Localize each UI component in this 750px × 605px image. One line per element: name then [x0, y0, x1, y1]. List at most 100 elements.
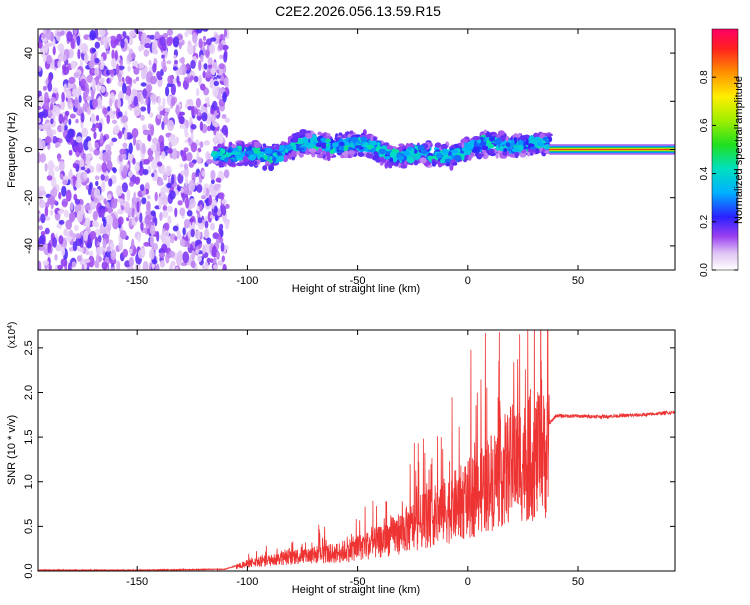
heatmap-cell	[195, 108, 199, 115]
heatmap-cell	[224, 117, 230, 123]
heatmap-cell	[67, 262, 72, 270]
heatmap-cell	[138, 45, 142, 52]
heatmap-cell	[62, 54, 67, 62]
heatmap-cell	[204, 229, 209, 239]
heatmap-cell	[163, 222, 170, 231]
heatmap-cell	[38, 95, 45, 106]
heatmap-cell	[171, 148, 178, 160]
heatmap-cell	[81, 43, 88, 54]
heatmap-cell	[269, 156, 273, 160]
heatmap-cell	[144, 215, 151, 225]
heatmap-cell	[133, 135, 136, 146]
heatmap-cell	[142, 261, 149, 270]
spectrogram-heatmap	[38, 29, 675, 270]
heatmap-cell	[161, 54, 165, 59]
heatmap-cell	[150, 75, 158, 85]
heatmap-cell	[46, 175, 53, 181]
y-tick-label: 0.5	[23, 519, 35, 534]
heatmap-cell	[131, 127, 139, 138]
heatmap-cell	[72, 88, 79, 98]
colorbar-label: Normalized spectral amplitude	[733, 76, 745, 224]
heatmap-cell	[218, 63, 225, 70]
colorbar: 0.0 0.2 0.4 0.6 0.8 Normalized spectral ampl…	[699, 28, 745, 277]
heatmap-cell	[143, 241, 151, 247]
heatmap-cell	[69, 229, 74, 237]
heatmap-cell	[47, 82, 53, 92]
heatmap-cell	[150, 144, 157, 152]
heatmap-cell	[90, 115, 97, 124]
heatmap-cell	[144, 43, 152, 49]
heatmap-cell	[205, 49, 210, 59]
heatmap-cell	[41, 33, 46, 39]
heatmap-cell	[200, 83, 206, 91]
heatmap-cell	[223, 52, 228, 63]
heatmap-cell	[38, 41, 43, 49]
heatmap-cell	[60, 30, 65, 36]
heatmap-cell	[220, 242, 225, 252]
heatmap-cell	[44, 162, 48, 172]
heatmap-cell	[453, 154, 462, 161]
heatmap-cell	[96, 84, 100, 92]
heatmap-cell	[373, 151, 379, 158]
heatmap-cell	[123, 129, 128, 141]
heatmap-cell	[58, 113, 64, 125]
heatmap-cell	[171, 138, 178, 147]
heatmap-cell	[505, 135, 509, 142]
heatmap-cell	[150, 210, 156, 216]
heatmap-cell	[419, 157, 427, 164]
spectrogram-y-label: Frequency (Hz)	[6, 112, 18, 188]
heatmap-cell	[116, 260, 121, 270]
heatmap-cell	[503, 148, 508, 153]
heatmap-cell	[93, 131, 97, 140]
heatmap-cell	[212, 85, 219, 98]
heatmap-cell	[196, 255, 202, 263]
heatmap-cell	[117, 80, 124, 87]
heatmap-cell	[52, 46, 56, 56]
snr-frame	[37, 329, 676, 572]
heatmap-cell	[219, 148, 226, 155]
heatmap-cell	[162, 116, 169, 126]
heatmap-cell	[201, 219, 206, 224]
heatmap-cell	[519, 135, 528, 141]
heatmap-cell	[248, 145, 252, 151]
heatmap-cell	[43, 101, 50, 110]
heatmap-cell	[212, 257, 217, 265]
heatmap-cell	[151, 42, 157, 55]
heatmap-cell	[215, 251, 220, 260]
heatmap-cell	[147, 134, 152, 142]
heatmap-cell	[376, 141, 381, 147]
heatmap-cell	[88, 250, 94, 257]
heatmap-cell	[185, 197, 190, 209]
heatmap-cell	[81, 127, 88, 138]
heatmap-cell	[161, 169, 166, 176]
heatmap-cell	[137, 92, 141, 103]
heatmap-cell	[185, 119, 189, 129]
heatmap-cell	[236, 162, 244, 167]
heatmap-cell	[215, 239, 220, 250]
heatmap-cell	[203, 63, 208, 70]
heatmap-cell	[545, 137, 549, 144]
heatmap-cell	[134, 216, 139, 222]
heatmap-cell	[137, 234, 141, 243]
heatmap-cell	[84, 217, 91, 228]
heatmap-cell	[140, 106, 147, 112]
heatmap-cell	[193, 75, 199, 83]
heatmap-cell	[172, 66, 178, 71]
heatmap-cell	[187, 43, 194, 55]
heatmap-cell	[216, 95, 222, 100]
heatmap-cell	[174, 190, 180, 196]
heatmap-cell	[396, 152, 402, 157]
heatmap-cell	[100, 174, 105, 181]
heatmap-cell	[166, 60, 172, 65]
heatmap-cell	[74, 198, 81, 205]
heatmap-cell	[389, 151, 396, 158]
heatmap-cell	[205, 71, 211, 79]
x-tick-label: 50	[572, 275, 584, 287]
heatmap-cell	[83, 230, 88, 242]
heatmap-cell	[47, 109, 52, 117]
heatmap-cell	[83, 171, 88, 180]
heatmap-cell	[488, 136, 496, 142]
heatmap-cell	[177, 172, 184, 184]
heatmap-cell	[166, 205, 173, 213]
heatmap-cell	[55, 142, 59, 149]
